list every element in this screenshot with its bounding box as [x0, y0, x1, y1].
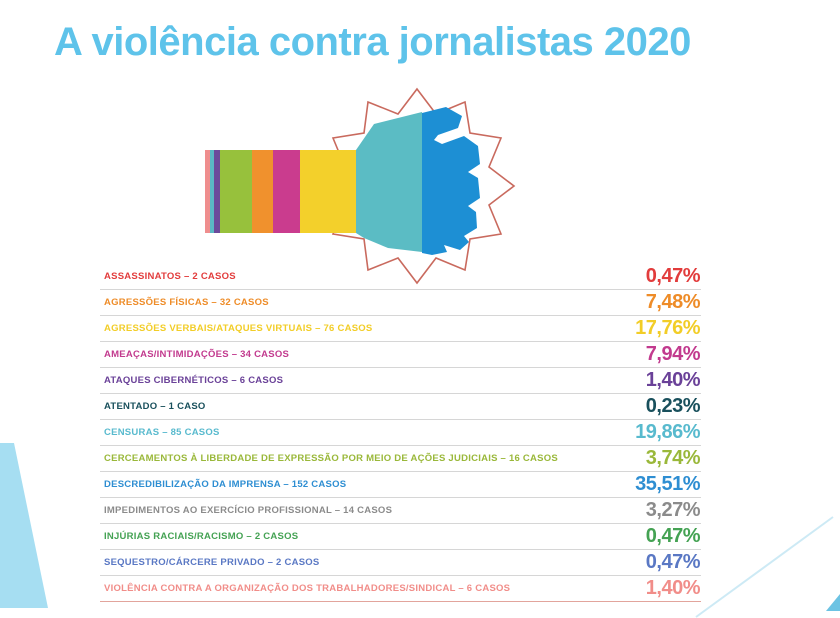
percent-value: 1,40% [645, 577, 701, 599]
table-row: ATAQUES CIBERNÉTICOS – 6 CASOS 1,40% [100, 368, 701, 394]
rainbow-arm [205, 150, 356, 233]
category-label: SEQUESTRO/CÁRCERE PRIVADO – 2 CASOS [104, 557, 320, 568]
percent-value: 0,23% [645, 395, 701, 417]
category-label: ATENTADO – 1 CASO [104, 401, 206, 412]
table-row: AGRESSÕES VERBAIS/ATAQUES VIRTUAIS – 76 … [100, 316, 701, 342]
percent-value: 0,47% [645, 525, 701, 547]
table-row: IMPEDIMENTOS AO EXERCÍCIO PROFISSIONAL –… [100, 498, 701, 524]
arm-stripe-icon [205, 150, 210, 233]
arm-stripe-icon [220, 150, 252, 233]
arm-stripe-icon [214, 150, 220, 233]
table-row: INJÚRIAS RACIAIS/RACISMO – 2 CASOS 0,47% [100, 524, 701, 550]
diagonal-line-icon [695, 516, 834, 618]
corner-triangle-icon [826, 594, 840, 611]
category-label: IMPEDIMENTOS AO EXERCÍCIO PROFISSIONAL –… [104, 505, 393, 516]
category-label: AGRESSÕES VERBAIS/ATAQUES VIRTUAIS – 76 … [104, 323, 373, 334]
fist-back-icon [356, 112, 422, 252]
corner-decoration-icon [695, 516, 840, 618]
category-label: CENSURAS – 85 CASOS [104, 427, 220, 438]
percent-value: 7,94% [645, 343, 701, 365]
arm-stripe-icon [252, 150, 273, 233]
category-label: DESCREDIBILIZAÇÃO DA IMPRENSA – 152 CASO… [104, 479, 347, 490]
raised-fist-illustration [205, 87, 516, 285]
percent-value: 7,48% [645, 291, 701, 313]
percent-value: 3,27% [645, 499, 701, 521]
category-label: AMEAÇAS/INTIMIDAÇÕES – 34 CASOS [104, 349, 290, 360]
percent-value: 17,76% [635, 317, 700, 339]
percent-value: 0,47% [645, 551, 701, 573]
category-label: CERCEAMENTOS À LIBERDADE DE EXPRESSÃO PO… [104, 453, 558, 464]
percent-value: 35,51% [635, 473, 700, 495]
table-row: DESCREDIBILIZAÇÃO DA IMPRENSA – 152 CASO… [100, 472, 701, 498]
category-label: ATAQUES CIBERNÉTICOS – 6 CASOS [104, 375, 284, 386]
table-row: VIOLÊNCIA CONTRA A ORGANIZAÇÃO DOS TRABA… [100, 576, 701, 602]
page-title: A violência contra jornalistas 2020 [54, 20, 691, 64]
corner-wedge-icon [0, 443, 48, 608]
violence-stats-table: ASSASSINATOS – 2 CASOS 0,47% AGRESSÕES F… [100, 264, 701, 602]
table-row: CERCEAMENTOS À LIBERDADE DE EXPRESSÃO PO… [100, 446, 701, 472]
category-label: AGRESSÕES FÍSICAS – 32 CASOS [104, 297, 269, 308]
percent-value: 0,47% [645, 265, 701, 287]
arm-stripe-icon [273, 150, 300, 233]
table-row: ASSASSINATOS – 2 CASOS 0,47% [100, 264, 701, 290]
table-row: AMEAÇAS/INTIMIDAÇÕES – 34 CASOS 7,94% [100, 342, 701, 368]
percent-value: 3,74% [645, 447, 701, 469]
arm-stripe-icon [300, 150, 356, 233]
starburst-outline-icon [318, 87, 516, 285]
category-label: VIOLÊNCIA CONTRA A ORGANIZAÇÃO DOS TRABA… [104, 583, 511, 594]
percent-value: 1,40% [645, 369, 701, 391]
table-row: CENSURAS – 85 CASOS 19,86% [100, 420, 701, 446]
wedge-shape-icon [0, 443, 48, 608]
table-row: AGRESSÕES FÍSICAS – 32 CASOS 7,48% [100, 290, 701, 316]
table-row: SEQUESTRO/CÁRCERE PRIVADO – 2 CASOS 0,47… [100, 550, 701, 576]
arm-stripe-icon [210, 150, 214, 233]
category-label: ASSASSINATOS – 2 CASOS [104, 271, 236, 282]
fist-front-icon [422, 107, 480, 255]
category-label: INJÚRIAS RACIAIS/RACISMO – 2 CASOS [104, 531, 299, 542]
table-row: ATENTADO – 1 CASO 0,23% [100, 394, 701, 420]
percent-value: 19,86% [635, 421, 700, 443]
